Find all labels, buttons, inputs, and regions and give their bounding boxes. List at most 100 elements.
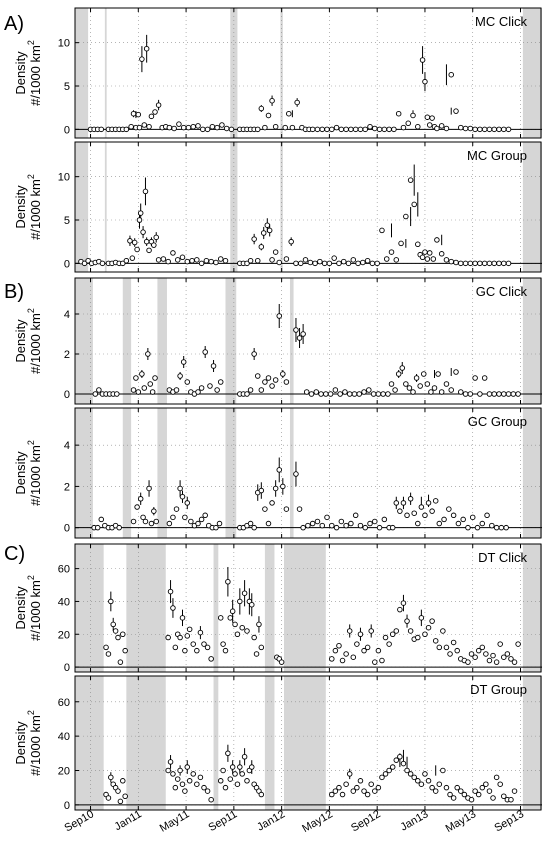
data-point: [372, 659, 378, 665]
data-point: [415, 520, 421, 527]
data-point: [165, 258, 171, 265]
data-point: [130, 110, 137, 117]
data-point: [309, 126, 316, 133]
x-tick-label: Sep13: [492, 808, 526, 834]
data-point: [143, 45, 150, 52]
data-point: [475, 647, 482, 654]
data-point: [379, 774, 385, 781]
data-point: [329, 522, 335, 529]
data-point: [115, 788, 121, 794]
y-tick-label: 0: [64, 800, 70, 812]
data-point: [381, 516, 388, 523]
data-point: [472, 375, 478, 381]
y-axis-label-superscript: 2: [26, 710, 36, 715]
data-point: [361, 788, 367, 794]
data-point: [114, 391, 120, 397]
data-point: [447, 651, 453, 657]
shaded-period: [225, 408, 237, 538]
data-point: [453, 108, 459, 114]
data-point: [194, 781, 200, 787]
data-point: [431, 385, 438, 391]
data-point: [403, 213, 409, 220]
data-point: [410, 112, 416, 119]
data-point: [419, 254, 426, 261]
panel-dt-click: 0 20 40 60 DT Click Density#/1000 km2: [13, 543, 542, 674]
data-point: [491, 126, 497, 133]
data-point: [411, 774, 417, 781]
data-point: [217, 615, 224, 621]
data-point: [397, 753, 403, 760]
shaded-period: [126, 676, 166, 810]
data-point: [324, 514, 330, 521]
data-point: [462, 260, 469, 267]
data-point: [81, 260, 88, 267]
data-point: [479, 644, 486, 651]
data-point: [404, 767, 410, 774]
data-point: [415, 123, 421, 130]
data-point: [438, 251, 445, 257]
data-point: [176, 121, 182, 127]
data-point: [208, 656, 214, 662]
data-point: [368, 628, 374, 634]
data-point: [247, 520, 254, 527]
data-point: [194, 257, 200, 263]
data-point: [343, 781, 349, 787]
data-point: [214, 124, 220, 131]
data-point: [504, 651, 511, 657]
x-tick-label: May11: [158, 808, 192, 834]
data-point: [460, 516, 466, 523]
data-point: [216, 520, 223, 527]
data-point: [462, 125, 469, 132]
data-point: [404, 512, 410, 519]
x-tick-label: May13: [444, 808, 479, 835]
shaded-period: [75, 676, 104, 810]
data-point: [324, 126, 330, 133]
data-point: [244, 391, 250, 397]
y-axis-label: Density#/1000 km2: [13, 575, 43, 641]
data-point: [272, 123, 279, 130]
x-tick-label: Sep10: [62, 808, 96, 834]
data-point: [376, 126, 383, 133]
y-axis-label-superscript: 2: [26, 308, 36, 313]
y-tick-label: 10: [58, 172, 70, 184]
data-point: [393, 257, 400, 263]
data-point: [357, 778, 364, 784]
data-point: [117, 798, 124, 805]
data-point: [241, 753, 248, 760]
data-point: [210, 363, 217, 369]
data-point: [323, 391, 329, 397]
data-point: [435, 371, 441, 377]
shaded-period: [522, 278, 542, 404]
data-point: [333, 524, 340, 531]
data-point: [338, 126, 345, 133]
data-point: [195, 389, 201, 395]
data-point: [103, 644, 109, 651]
y-tick-label: 20: [58, 765, 70, 777]
data-point: [204, 126, 211, 133]
shaded-period: [75, 142, 89, 272]
data-point: [222, 647, 229, 654]
data-point: [400, 760, 407, 767]
data-point: [147, 381, 153, 387]
data-point: [123, 126, 130, 133]
data-point: [398, 240, 404, 247]
data-point: [207, 383, 213, 389]
data-point: [228, 126, 235, 133]
data-point: [148, 520, 155, 527]
data-point: [254, 257, 261, 264]
data-point: [404, 618, 410, 624]
data-point: [237, 764, 243, 770]
data-point: [155, 102, 162, 108]
panel-dt-group: 0 20 40 60 DT Group Density#/1000 km2: [13, 675, 542, 812]
y-axis-label: Density#/1000 km2: [13, 440, 43, 506]
shaded-period: [289, 408, 294, 538]
data-point: [146, 123, 152, 130]
data-point: [217, 778, 224, 784]
y-axis-label: Density#/1000 km2: [13, 40, 43, 106]
y-tick-label: 0: [64, 258, 70, 270]
data-point: [171, 125, 177, 132]
data-point: [407, 771, 414, 777]
data-point: [174, 257, 181, 263]
data-point: [208, 796, 214, 803]
data-point: [318, 391, 324, 397]
